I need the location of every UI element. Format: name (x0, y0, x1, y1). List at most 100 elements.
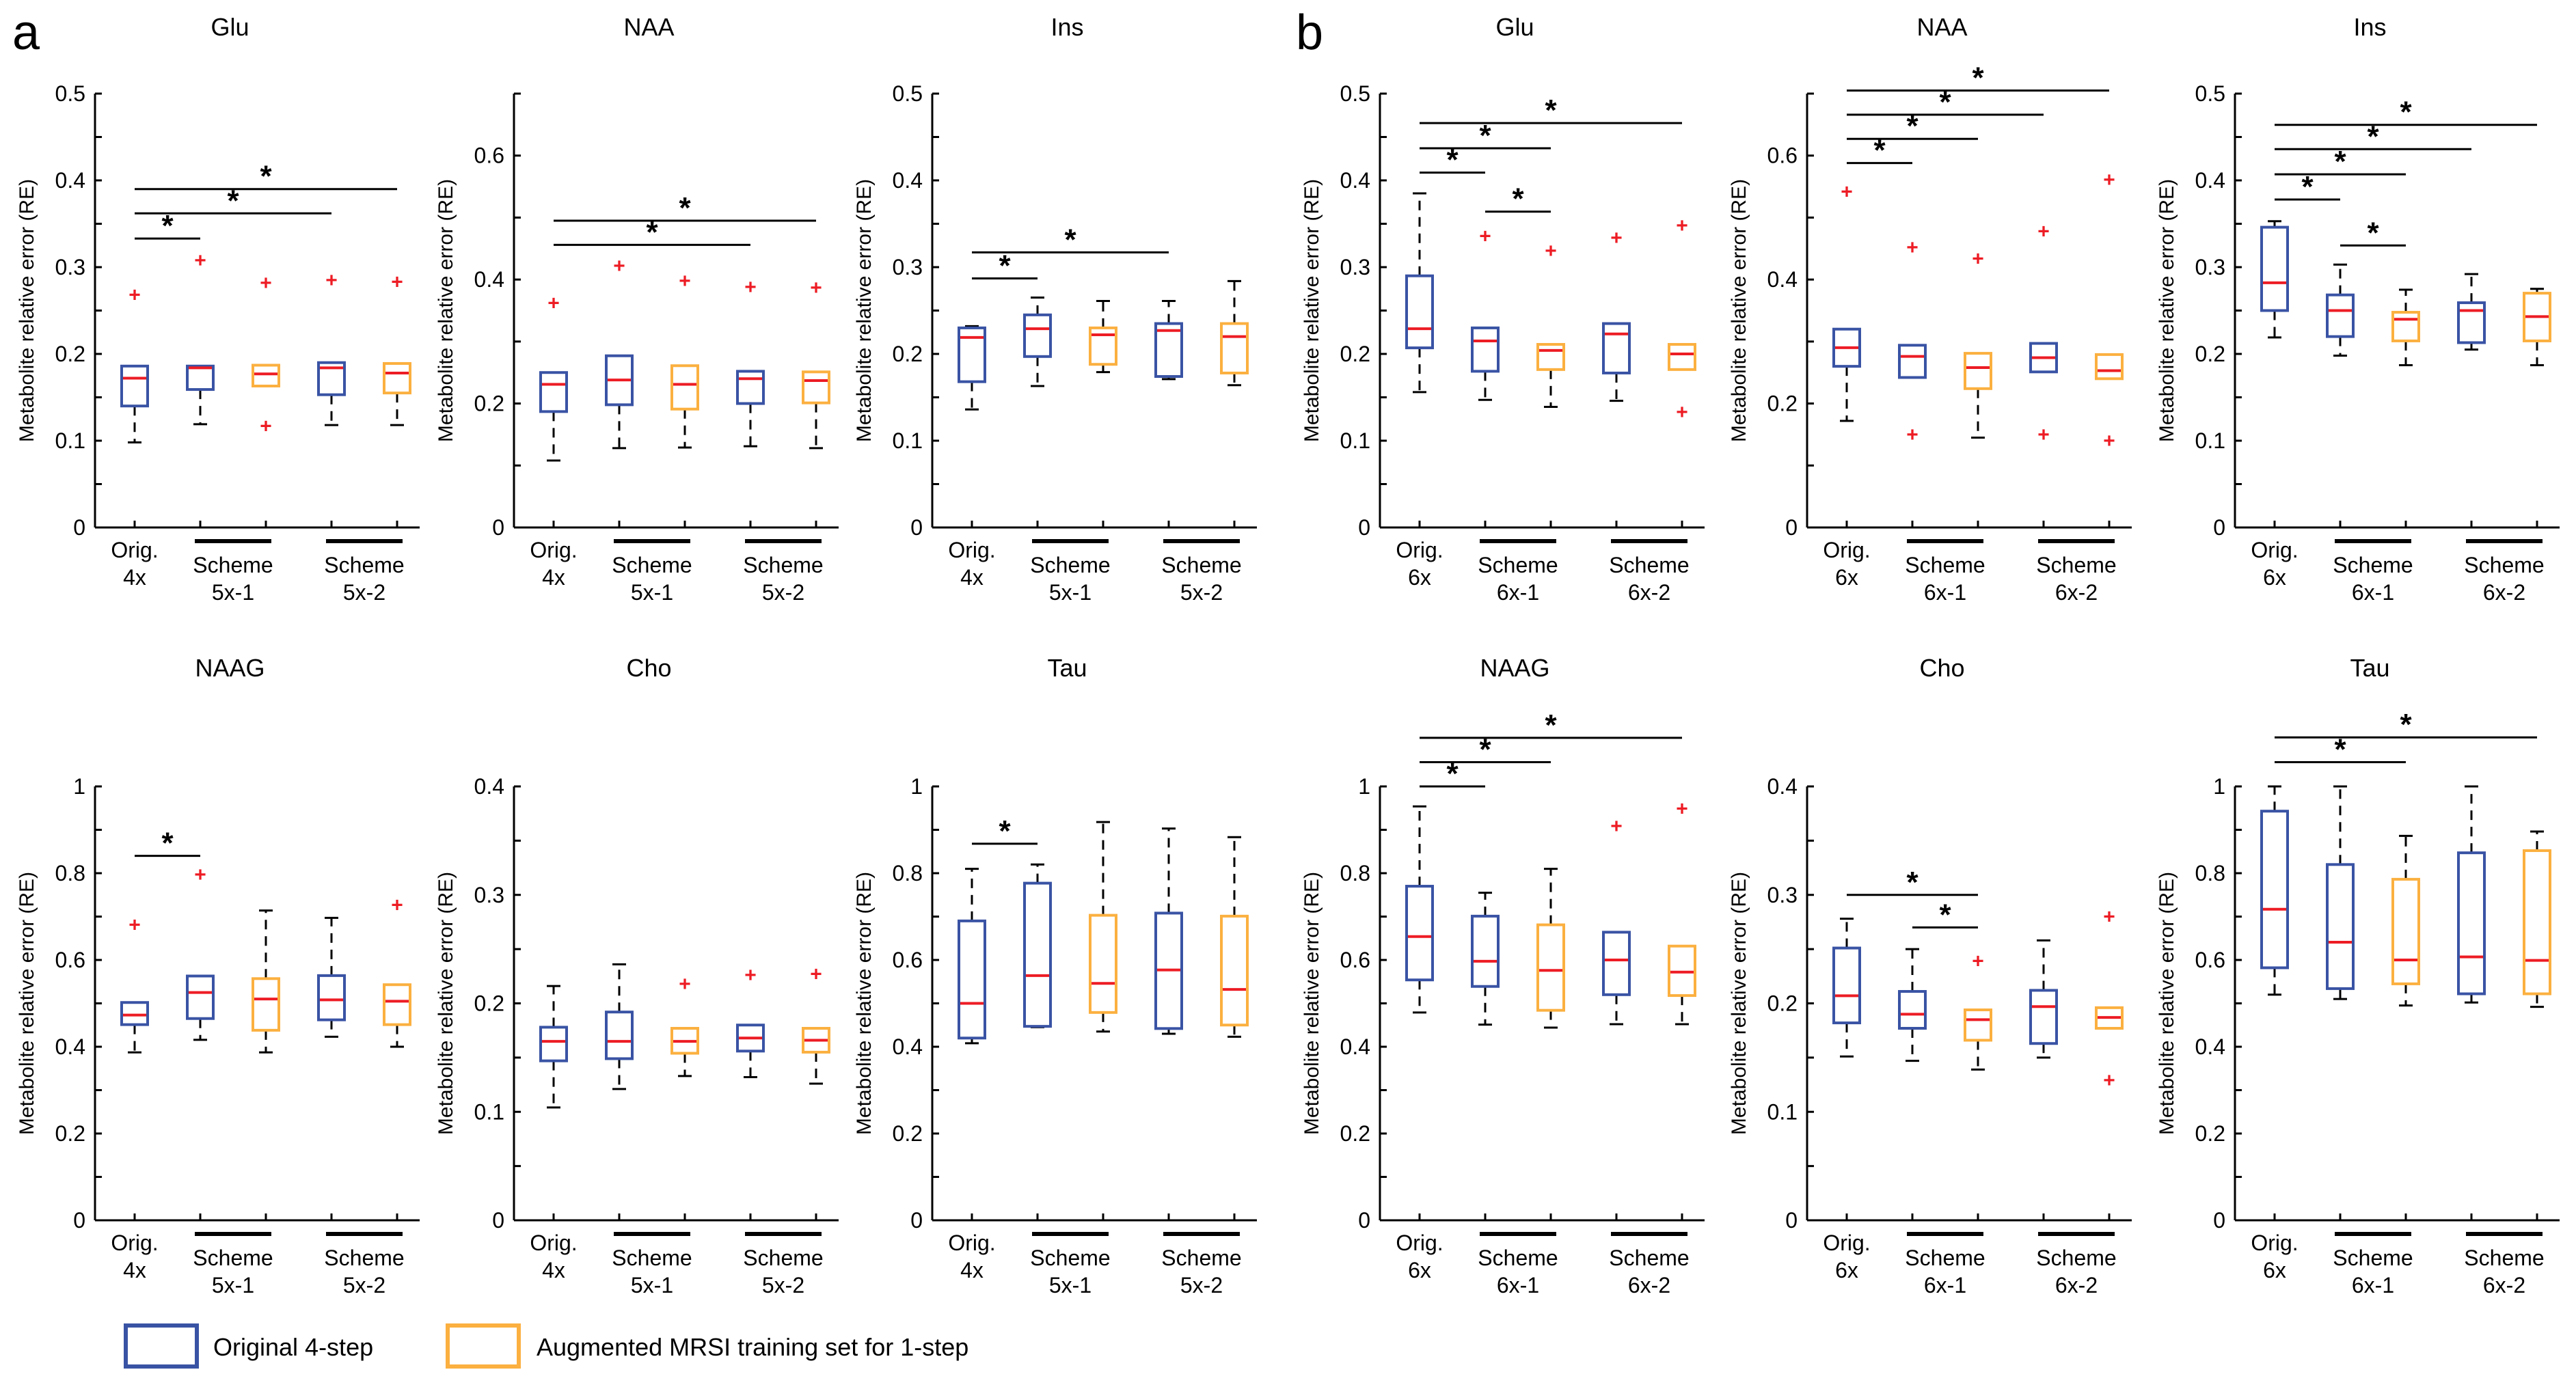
significance-star: * (2400, 708, 2412, 741)
box-iqr (2523, 292, 2551, 342)
outlier-marker: + (1479, 225, 1491, 247)
box-original (1405, 192, 1434, 394)
significance-star: * (1939, 85, 1951, 119)
outlier-marker: + (194, 864, 206, 886)
panel-letter-a: a (12, 5, 40, 60)
outlier-marker: + (391, 894, 403, 916)
box-original: + (605, 255, 634, 450)
x-label-scheme-line2: 6x-1 (1497, 580, 1539, 605)
panel-title: Cho (1919, 654, 1964, 682)
x-label-orig-line1: Orig. (1823, 538, 1870, 562)
box-iqr (736, 370, 765, 405)
y-tick-label: 0.6 (1767, 143, 1798, 168)
x-label-scheme-line2: 5x-1 (631, 1273, 673, 1297)
y-tick-label: 0.2 (2195, 1121, 2225, 1146)
significance-star: * (1446, 757, 1459, 791)
box-original (1471, 892, 1500, 1026)
y-axis-label: Metabolite relative error (RE) (2156, 872, 2178, 1135)
box-iqr (1220, 322, 1249, 374)
x-label-orig-line2: 6x (1835, 1258, 1858, 1282)
x-label-scheme-line2: 5x-2 (1180, 580, 1223, 605)
y-tick-label: 0 (2213, 1208, 2225, 1233)
x-label-scheme-line1: Scheme (2036, 553, 2116, 577)
box-original (1154, 827, 1183, 1035)
box-iqr (1898, 990, 1927, 1030)
box-augmented: + (1964, 247, 1992, 439)
box-original (1832, 918, 1861, 1058)
panel-b-glu: Glu Metabolite relative error (RE) 0 0.1 0.2… (1301, 13, 1705, 605)
x-label-orig-line1: Orig. (111, 538, 158, 562)
box-iqr (2260, 810, 2289, 970)
box-iqr (670, 1027, 699, 1055)
box-original (2457, 273, 2486, 351)
significance-star: * (1479, 732, 1491, 766)
box-original (2326, 785, 2355, 1000)
x-label-scheme-line2: 6x-2 (2483, 580, 2525, 605)
legend-label-original: Original 4-step (213, 1333, 373, 1361)
y-tick-label: 0.4 (1340, 1034, 1370, 1059)
box-original: + (317, 269, 346, 426)
box-iqr (1832, 946, 1861, 1025)
panel-title: NAA (1916, 13, 1967, 41)
y-tick-label: 0.4 (893, 168, 923, 193)
box-iqr (2326, 293, 2355, 338)
y-tick-label: 0 (73, 1208, 85, 1233)
box-iqr (383, 361, 411, 395)
box-original (1405, 805, 1434, 1014)
significance-star: * (1446, 143, 1459, 177)
box-augmented: ++ (1668, 215, 1696, 424)
x-label-orig-line2: 6x (2263, 1258, 2286, 1282)
box-iqr (670, 364, 699, 411)
y-tick-label: 0.8 (2195, 861, 2225, 885)
panel-a-cho: Cho Metabolite relative error (RE) 0 0.1 0.2… (435, 654, 839, 1297)
y-tick-label: 0.2 (55, 342, 85, 366)
outlier-marker: + (128, 914, 141, 937)
significance-star: * (2334, 145, 2346, 178)
y-tick-label: 0.1 (474, 1099, 504, 1124)
y-tick-label: 0.3 (474, 883, 504, 907)
box-augmented (252, 909, 280, 1054)
significance-star: * (1479, 119, 1491, 152)
x-label-scheme-line1: Scheme (612, 553, 692, 577)
box-original: + (120, 284, 149, 444)
box-original: + (1832, 180, 1861, 422)
panel-title: NAAG (1480, 654, 1549, 682)
box-iqr (1471, 914, 1500, 988)
significance-star: * (1545, 94, 1557, 127)
y-tick-label: 0.1 (1340, 428, 1370, 453)
x-label-scheme-line1: Scheme (1478, 1246, 1558, 1270)
outlier-marker: + (744, 276, 757, 299)
significance-star: * (1873, 134, 1886, 167)
y-tick-label: 0.6 (1340, 948, 1370, 972)
y-tick-label: 0.4 (2195, 1034, 2225, 1059)
x-label-scheme-line1: Scheme (1030, 1246, 1110, 1270)
box-iqr (1832, 327, 1861, 368)
box-iqr (2095, 1006, 2124, 1030)
box-original (539, 985, 568, 1109)
y-tick-label: 0.3 (1340, 255, 1370, 279)
box-iqr (2095, 353, 2124, 381)
box-iqr (1471, 326, 1500, 373)
box-augmented: + (1536, 240, 1565, 408)
x-label-orig-line2: 4x (542, 1258, 565, 1282)
y-axis-label: Metabolite relative error (RE) (435, 179, 457, 442)
box-original: + (736, 964, 765, 1078)
box-augmented: + (670, 973, 699, 1077)
outlier-marker: + (1676, 401, 1688, 424)
box-iqr (1668, 343, 1696, 371)
y-tick-label: 0.3 (893, 255, 923, 279)
outlier-marker: + (1676, 797, 1688, 820)
significance-star: * (1906, 109, 1919, 143)
x-label-orig-line1: Orig. (530, 538, 577, 562)
box-original: + (736, 276, 765, 448)
legend-swatch-original (124, 1323, 199, 1369)
significance-star: * (1939, 898, 1951, 931)
panel-letter-b: b (1296, 5, 1323, 60)
box-iqr (2457, 301, 2486, 344)
legend: Original 4-step Augmented MRSI training … (124, 1323, 968, 1369)
y-axis-label: Metabolite relative error (RE) (16, 179, 38, 442)
box-original (317, 916, 346, 1038)
significance-star: * (679, 191, 691, 225)
significance-star: * (999, 249, 1011, 283)
